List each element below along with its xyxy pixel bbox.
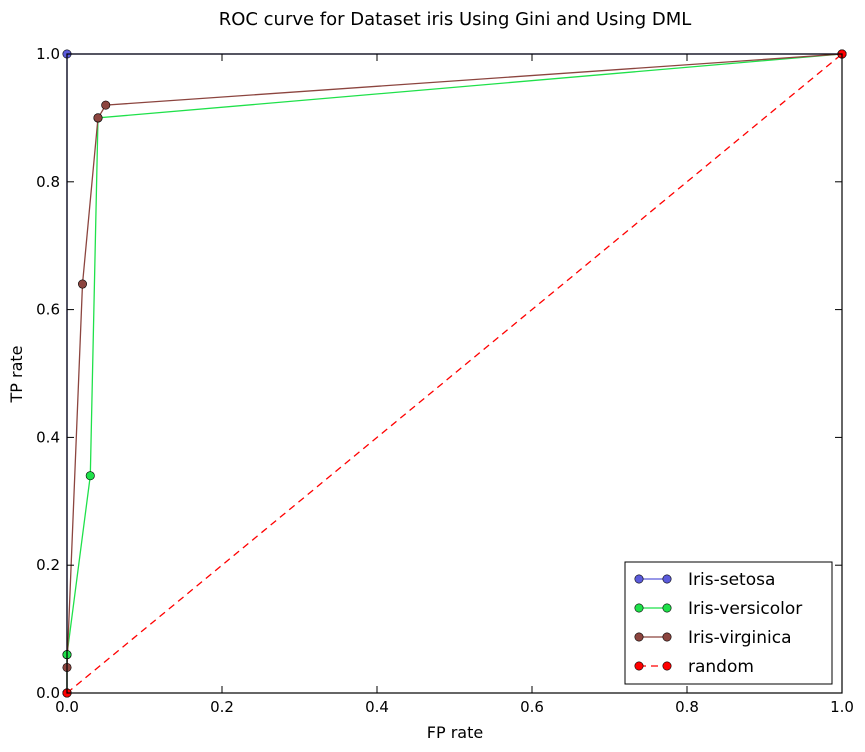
legend-label-3: random	[688, 657, 754, 677]
legend-box	[624, 561, 833, 685]
legend-marker-b-1	[662, 603, 672, 613]
legend-marker-a-2	[634, 632, 644, 642]
legend-marker-b-2	[662, 632, 672, 642]
x-tick-label-1: 0.2	[210, 698, 234, 716]
x-axis-label: FP rate	[427, 723, 483, 742]
legend-marker-b-3	[662, 661, 672, 671]
legend-marker-a-1	[634, 603, 644, 613]
data-point-1-2	[85, 471, 95, 481]
x-tick-label-4: 0.8	[675, 698, 699, 716]
data-point-2-3	[93, 113, 103, 123]
x-tick-label-5: 1.0	[830, 698, 854, 716]
chart-title: ROC curve for Dataset iris Using Gini an…	[219, 9, 692, 30]
y-tick-label-4: 0.8	[36, 173, 60, 191]
y-tick-label-0: 0.0	[36, 684, 60, 702]
y-tick-label-3: 0.6	[36, 301, 60, 319]
legend-marker-a-0	[634, 574, 644, 584]
x-tick-label-3: 0.6	[520, 698, 544, 716]
axes-frame	[66, 53, 843, 694]
data-point-2-2	[78, 279, 88, 289]
y-tick-label-2: 0.4	[36, 428, 60, 446]
data-point-2-4	[101, 100, 111, 110]
plot-area: 0.0 0.2 0.4 0.6 0.8 1.0 0.0 0.2 0.4 0.6 0.8 1.0 Iris…	[36, 45, 854, 716]
legend-marker-a-3	[634, 661, 644, 671]
legend-label-0: Iris-setosa	[688, 570, 775, 590]
x-tick-label-2: 0.4	[365, 698, 389, 716]
legend-marker-b-0	[662, 574, 672, 584]
y-axis-label: TP rate	[7, 345, 26, 403]
x-tick-label-0: 0.0	[55, 698, 79, 716]
y-tick-label-1: 0.2	[36, 556, 60, 574]
legend-label-1: Iris-versicolor	[688, 599, 802, 619]
legend-label-2: Iris-virginica	[688, 628, 792, 648]
y-tick-label-5: 1.0	[36, 45, 60, 63]
